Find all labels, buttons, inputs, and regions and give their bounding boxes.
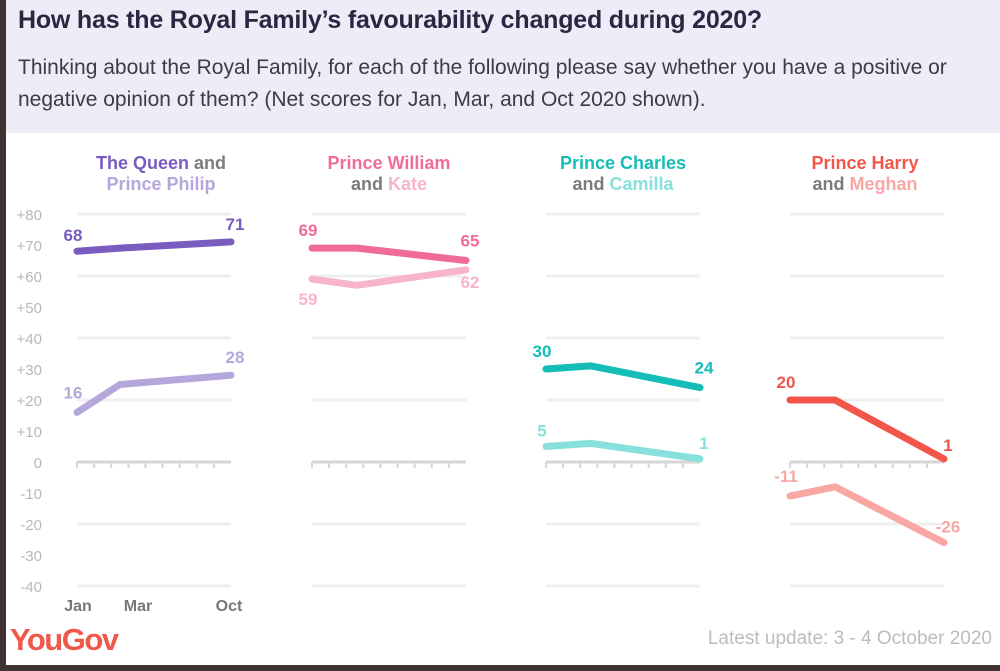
series-line-william bbox=[308, 244, 470, 264]
panel-title-secondary: Meghan bbox=[849, 174, 918, 194]
panel-title-and: and bbox=[812, 174, 850, 194]
y-tick-label: +50 bbox=[17, 300, 42, 317]
panel-title-main: Prince William bbox=[327, 153, 451, 173]
y-tick-label: +30 bbox=[17, 362, 42, 379]
data-label-oct: -26 bbox=[936, 518, 961, 537]
series-line-meghan bbox=[786, 483, 948, 547]
series-line-queen bbox=[73, 238, 235, 255]
latest-update-text: Latest update: 3 - 4 October 2020 bbox=[707, 628, 992, 649]
small-multiples-line-chart: +80 +70 +60 +50 +40 +30 +20 +10 0 -10 -20 -30 -40 68 7… bbox=[17, 207, 961, 615]
chart-subtitle: Thinking about the Royal Family, for eac… bbox=[18, 56, 947, 111]
data-label-oct: 28 bbox=[226, 348, 245, 367]
y-tick-label: -30 bbox=[20, 548, 42, 565]
panel-title-and: and bbox=[189, 153, 227, 173]
data-label-jan: 68 bbox=[64, 226, 83, 245]
header: How has the Royal Family’s favourability… bbox=[6, 0, 1000, 133]
data-label-oct: 1 bbox=[699, 434, 708, 453]
series-line-philip bbox=[73, 371, 235, 416]
data-label-oct: 71 bbox=[226, 215, 245, 234]
data-label-jan: -11 bbox=[774, 467, 798, 486]
series-line-kate bbox=[308, 266, 470, 289]
panel-title-and: and bbox=[350, 174, 388, 194]
panel-title-queen-philip: The Queen and Prince Philip bbox=[46, 153, 276, 195]
y-tick-label: +70 bbox=[17, 238, 42, 255]
x-tick-label: Mar bbox=[124, 598, 152, 615]
panel-title-main: Prince Harry bbox=[811, 153, 919, 173]
y-tick-label: +20 bbox=[17, 393, 42, 410]
yougov-logo: YouGov bbox=[10, 622, 119, 657]
y-tick-label: +40 bbox=[17, 331, 42, 348]
data-label-oct: 65 bbox=[461, 232, 480, 251]
chart-title: How has the Royal Family’s favourability… bbox=[18, 6, 763, 34]
panel-title-secondary: Kate bbox=[388, 174, 428, 194]
data-label-jan: 16 bbox=[64, 383, 83, 402]
x-tick-label: Oct bbox=[216, 598, 243, 615]
x-tick-label: Jan bbox=[64, 598, 92, 615]
panel-title-main: The Queen bbox=[95, 153, 189, 173]
data-label-jan: 5 bbox=[537, 422, 546, 441]
panel-title-main: Prince Charles bbox=[559, 153, 687, 173]
data-label-oct: 1 bbox=[943, 436, 952, 455]
panel-title-harry-meghan: Prince Harry and Meghan bbox=[750, 153, 980, 195]
panel-title-secondary: Camilla bbox=[609, 174, 674, 194]
panel-title-william-kate: Prince William and Kate bbox=[274, 153, 504, 195]
data-label-oct: 24 bbox=[695, 359, 714, 378]
y-tick-label: -10 bbox=[20, 486, 42, 503]
chart-frame: How has the Royal Family’s favourability… bbox=[6, 0, 1000, 665]
data-label-jan: 30 bbox=[533, 342, 552, 361]
y-tick-label: 0 bbox=[34, 455, 42, 472]
panel-title-charles-camilla: Prince Charles and Camilla bbox=[508, 153, 738, 195]
series-line-harry bbox=[786, 396, 948, 463]
series-line-camilla bbox=[542, 439, 704, 463]
y-tick-label: -20 bbox=[20, 517, 42, 534]
series-line-charles bbox=[542, 362, 704, 392]
y-tick-label: +80 bbox=[17, 207, 42, 224]
data-label-jan: 20 bbox=[777, 373, 796, 392]
panel-title-secondary: Prince Philip bbox=[106, 174, 216, 194]
data-label-jan: 59 bbox=[299, 290, 318, 309]
y-tick-label: +10 bbox=[17, 424, 42, 441]
panel-title-and: and bbox=[572, 174, 610, 194]
y-tick-label: +60 bbox=[17, 269, 42, 286]
data-label-jan: 69 bbox=[299, 221, 318, 240]
y-tick-label: -40 bbox=[20, 579, 42, 596]
data-label-oct: 62 bbox=[461, 273, 480, 292]
